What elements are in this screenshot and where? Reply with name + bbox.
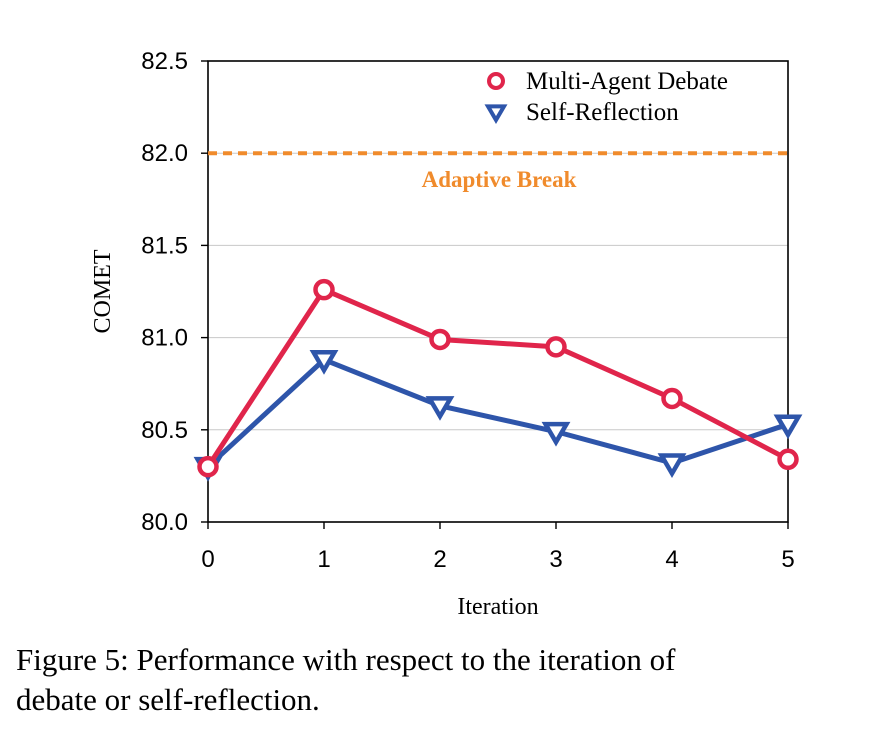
caption-line-2: debate or self-reflection. (16, 682, 320, 717)
line-chart: 80.0 80.5 81.0 81.5 82.0 82.5 0 1 2 3 4 5 Adaptive… (90, 48, 803, 620)
legend-marker (487, 72, 505, 90)
legend-item-0: Multi-Agent Debate (487, 68, 728, 95)
y-tick-label: 80.0 (141, 509, 188, 536)
adaptive-break-label: Adaptive Break (422, 167, 577, 192)
series-layer (193, 278, 803, 482)
x-tick-labels: 0 1 2 3 4 5 (201, 522, 795, 573)
y-tick-label: 82.5 (141, 48, 188, 75)
legend-label: Multi-Agent Debate (526, 68, 728, 95)
data-point (545, 336, 567, 358)
x-tick-label: 1 (317, 546, 330, 573)
x-tick-label: 0 (201, 546, 214, 573)
x-tick-label: 5 (781, 546, 794, 573)
y-tick-labels: 80.0 80.5 81.0 81.5 82.0 82.5 (141, 48, 208, 536)
legend-label: Self-Reflection (526, 99, 679, 126)
y-axis-label: COMET (90, 249, 116, 333)
x-axis-label: Iteration (457, 594, 538, 620)
legend: Multi-Agent Debate Self-Reflection (484, 68, 728, 126)
data-point (777, 448, 799, 471)
x-tick-label: 3 (549, 546, 562, 573)
data-point (425, 396, 455, 421)
series-line (206, 357, 789, 469)
data-point (429, 328, 451, 351)
caption-line-1: Figure 5: Performance with respect to th… (16, 642, 676, 677)
data-point (773, 414, 803, 440)
data-point (313, 278, 335, 301)
figure-caption: Figure 5: Performance with respect to th… (16, 640, 896, 720)
data-point (309, 349, 339, 375)
x-tick-label: 2 (433, 546, 446, 573)
y-tick-label: 80.5 (141, 417, 188, 444)
data-point (661, 387, 683, 410)
data-point (197, 455, 219, 478)
y-tick-label: 81.5 (141, 232, 188, 259)
x-tick-label: 4 (665, 546, 678, 573)
y-tick-label: 82.0 (141, 140, 188, 167)
series-line (205, 287, 790, 469)
series-0 (197, 278, 799, 478)
y-tick-label: 81.0 (141, 325, 188, 352)
data-point (657, 453, 687, 478)
legend-marker (484, 104, 508, 124)
data-point (541, 421, 571, 447)
plot-frame (207, 60, 789, 523)
legend-item-1: Self-Reflection (484, 99, 679, 126)
